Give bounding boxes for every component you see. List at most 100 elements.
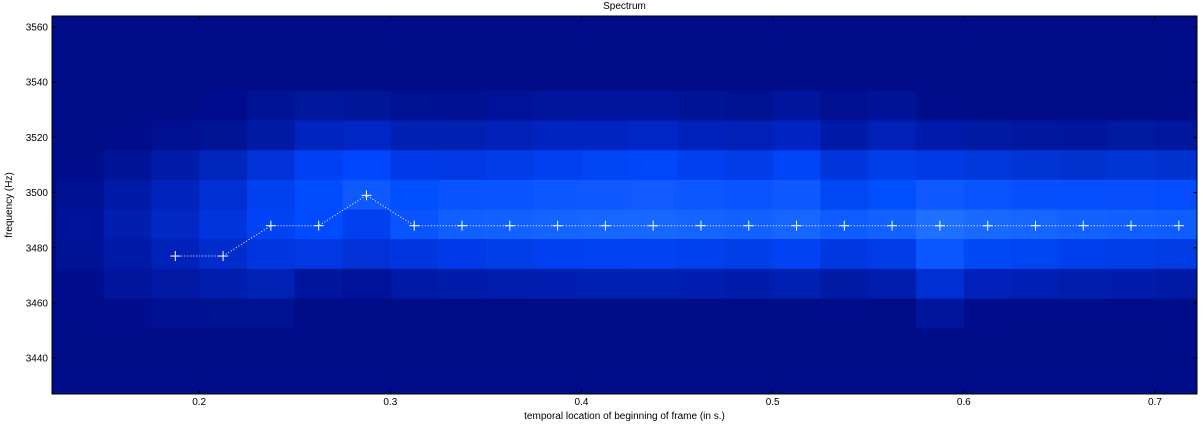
peak-marker [982, 220, 993, 231]
heatmap-cell [533, 61, 582, 92]
heatmap-cell [868, 179, 917, 210]
heatmap-cell [1107, 268, 1156, 299]
heatmap-cell [1154, 16, 1198, 32]
heatmap-cell [1154, 150, 1198, 181]
heatmap-cell [1011, 31, 1060, 62]
heatmap-cell [1107, 61, 1156, 92]
heatmap-cell [724, 357, 774, 389]
heatmap-cell [246, 298, 296, 329]
heatmap-cell [1011, 90, 1060, 121]
heatmap-cell [151, 328, 200, 359]
heatmap-cell [1154, 209, 1198, 240]
heatmap-cell [55, 357, 105, 389]
heatmap-cell [485, 268, 535, 299]
plot-frame [51, 15, 1198, 395]
heatmap-cell [1107, 328, 1156, 359]
heatmap-cell [820, 298, 869, 329]
heatmap-cell [916, 90, 965, 121]
heatmap-cell [533, 268, 582, 299]
heatmap-cell [724, 31, 774, 62]
heatmap-cell [820, 61, 869, 92]
x-tick-label: 0.6 [957, 397, 971, 408]
heatmap-cell [581, 239, 630, 270]
heatmap-cell [199, 357, 248, 389]
peak-marker [1126, 220, 1137, 231]
heatmap-cell [246, 16, 296, 32]
heatmap-cell [533, 120, 582, 151]
heatmap-cell [294, 150, 344, 181]
heatmap-cell [103, 268, 152, 299]
heatmap-cell [390, 239, 439, 270]
heatmap-cell [1154, 328, 1198, 359]
heatmap-cell [199, 298, 248, 329]
heatmap-cell [724, 328, 774, 359]
heatmap-cell [724, 268, 774, 299]
heatmap-cell [438, 16, 487, 32]
heatmap-cell [916, 239, 965, 270]
heatmap-cell [533, 328, 582, 359]
heatmap-cell [390, 61, 439, 92]
heatmap-cell [916, 328, 965, 359]
heatmap-cell [772, 298, 821, 329]
heatmap-cell [533, 150, 582, 181]
heatmap-cell [916, 61, 965, 92]
peak-marker [1173, 220, 1184, 231]
peak-marker [839, 220, 850, 231]
heatmap-cell [151, 268, 200, 299]
heatmap-cell [1154, 268, 1198, 299]
heatmap-cell [1154, 357, 1198, 389]
heatmap-cell [55, 179, 105, 210]
heatmap-cell [1107, 357, 1156, 389]
heatmap-cell [724, 120, 774, 151]
heatmap-cell [533, 90, 582, 121]
heatmap-cell [963, 31, 1013, 62]
heatmap-cell [820, 16, 869, 32]
heatmap-cell [724, 90, 774, 121]
heatmap-cell [390, 31, 439, 62]
heatmap-cell [342, 120, 391, 151]
heatmap-cell [294, 61, 344, 92]
heatmap-cell [103, 16, 152, 32]
heatmap-cell [677, 179, 726, 210]
heatmap-cell [820, 239, 869, 270]
heatmap-cell [199, 179, 248, 210]
heatmap-cell [1059, 357, 1108, 389]
heatmap-cell [1011, 239, 1060, 270]
heatmap-cell [151, 209, 200, 240]
heatmap-cell [1107, 298, 1156, 329]
heatmap-cell [246, 357, 296, 389]
heatmap-cell [55, 16, 105, 32]
heatmap-cell [199, 209, 248, 240]
heatmap-cell [151, 298, 200, 329]
heatmap-cell [533, 239, 582, 270]
heatmap-cell [294, 16, 344, 32]
heatmap-cell [1011, 268, 1060, 299]
heatmap-cell [55, 239, 105, 270]
peak-marker [457, 220, 468, 231]
heatmap-cell [772, 239, 821, 270]
y-tick-label: 3540 [26, 78, 49, 89]
heatmap-cell [438, 298, 487, 329]
heatmap-cell [1011, 61, 1060, 92]
heatmap-cell [485, 16, 535, 32]
peak-marker [600, 220, 611, 231]
heatmap-cell [390, 268, 439, 299]
heatmap-cell [963, 328, 1013, 359]
heatmap-cell [581, 90, 630, 121]
heatmap-cell [103, 31, 152, 62]
heatmap-cell [103, 179, 152, 210]
peak-marker [313, 220, 324, 231]
heatmap-cell [1011, 328, 1060, 359]
heatmap-cell [342, 61, 391, 92]
heatmap-cell [438, 239, 487, 270]
heatmap-cell [151, 357, 200, 389]
peak-marker [361, 190, 372, 201]
heatmap-cell [390, 150, 439, 181]
peak-marker [887, 220, 898, 231]
heatmap-cell [342, 90, 391, 121]
heatmap-cell [629, 298, 678, 329]
heatmap-cell [533, 31, 582, 62]
heatmap-cell [103, 150, 152, 181]
heatmap-cell [581, 179, 630, 210]
